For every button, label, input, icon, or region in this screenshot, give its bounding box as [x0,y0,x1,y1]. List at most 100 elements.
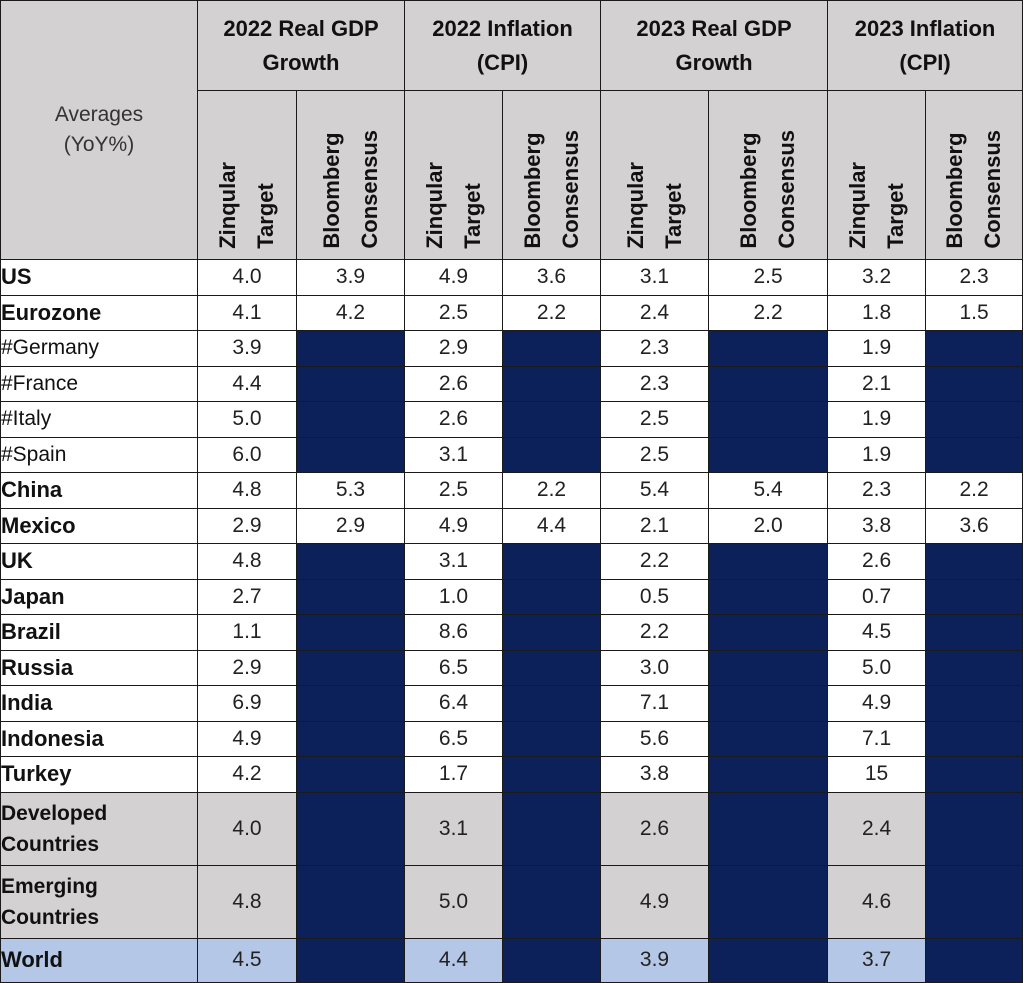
table-row: Developed Countries 4.0 3.1 2.6 2.4 [0,791,1024,866]
value-cell: 1.8 [827,294,927,331]
value-cell: 4.9 [600,864,710,939]
row-label: China [0,472,198,509]
row-label: Russia [0,649,198,686]
value-cell: 5.4 [600,472,710,509]
empty-cell [502,864,602,939]
row-label: UK [0,543,198,580]
row-label: #Spain [0,436,198,473]
corner-label: Averages (YoY%) [54,103,144,156]
value-cell: 1.7 [404,756,504,793]
value-cell: 4.4 [502,507,602,544]
empty-cell [295,543,406,580]
empty-cell [925,578,1024,615]
empty-cell [295,791,406,866]
empty-cell [708,864,829,939]
row-label: Mexico [0,507,198,544]
group-header-2023-cpi: 2023 Inflation (CPI) [827,0,1024,91]
value-cell: 3.1 [404,543,504,580]
sub-header-consensus: Bloomberg Consensus [708,90,829,260]
empty-cell [925,330,1024,367]
value-cell: 2.4 [827,791,927,866]
value-cell: 8.6 [404,614,504,651]
value-cell: 7.1 [600,685,710,722]
value-cell: 2.9 [404,330,504,367]
group-header-2022-cpi: 2022 Inflation (CPI) [404,0,602,91]
row-label: Developed Countries [0,791,198,866]
empty-cell [502,720,602,757]
value-cell: 15 [827,756,927,793]
value-cell: 5.4 [708,472,829,509]
value-cell: 2.6 [404,365,504,402]
empty-cell [502,937,602,983]
value-cell: 2.6 [827,543,927,580]
value-cell: 4.9 [404,259,504,296]
row-label: Brazil [0,614,198,651]
empty-cell [295,330,406,367]
empty-cell [925,401,1024,438]
value-cell: 4.4 [197,365,297,402]
value-cell: 2.2 [502,472,602,509]
value-cell: 2.5 [404,294,504,331]
value-cell: 2.3 [827,472,927,509]
sub-header-consensus: Bloomberg Consensus [925,90,1024,260]
value-cell: 4.0 [197,791,297,866]
empty-cell [708,578,829,615]
row-label: World [0,937,198,983]
empty-cell [295,720,406,757]
empty-cell [708,543,829,580]
value-cell: 5.6 [600,720,710,757]
empty-cell [502,365,602,402]
value-cell: 3.9 [295,259,406,296]
table-row: #Germany 3.9 2.9 2.3 1.9 [0,330,1024,367]
header-row-groups: Averages (YoY%) 2022 Real GDP Growth 202… [0,0,1024,260]
value-cell: 4.8 [197,543,297,580]
value-cell: 3.1 [600,259,710,296]
value-cell: 2.4 [600,294,710,331]
empty-cell [502,649,602,686]
value-cell: 2.0 [708,507,829,544]
table-row: Japan 2.7 1.0 0.5 0.7 [0,578,1024,615]
table-row: Mexico 2.9 2.9 4.9 4.4 2.1 2.0 3.8 3.6 [0,507,1024,544]
value-cell: 2.9 [295,507,406,544]
empty-cell [925,720,1024,757]
value-cell: 3.7 [827,937,927,983]
empty-cell [708,649,829,686]
value-cell: 2.5 [600,436,710,473]
value-cell: 4.8 [197,864,297,939]
empty-cell [925,649,1024,686]
row-label: #Italy [0,401,198,438]
empty-cell [502,543,602,580]
table-body: US 4.0 3.9 4.9 3.6 3.1 2.5 3.2 2.3 Eurozone 4.1 4.2… [0,259,1024,983]
table-row: Brazil 1.1 8.6 2.2 4.5 [0,614,1024,651]
group-header-2022-gdp: 2022 Real GDP Growth [196,0,406,91]
value-cell: 2.7 [197,578,297,615]
empty-cell [708,720,829,757]
value-cell: 6.0 [197,436,297,473]
empty-cell [502,791,602,866]
row-label: India [0,685,198,722]
value-cell: 6.5 [404,649,504,686]
value-cell: 1.1 [197,614,297,651]
header-row-subs: Zinqular Target Bloomberg Consensus Zinq… [1,90,1024,260]
value-cell: 6.4 [404,685,504,722]
empty-cell [295,365,406,402]
empty-cell [295,401,406,438]
value-cell: 0.7 [827,578,927,615]
table-row: #Italy 5.0 2.6 2.5 1.9 [0,401,1024,438]
empty-cell [502,436,602,473]
empty-cell [295,436,406,473]
value-cell: 4.2 [295,294,406,331]
empty-cell [925,864,1024,939]
value-cell: 4.9 [404,507,504,544]
row-label: Indonesia [0,720,198,757]
value-cell: 7.1 [827,720,927,757]
empty-cell [708,791,829,866]
sub-header-target: Zinqular Target [197,90,297,260]
value-cell: 4.2 [197,756,297,793]
empty-cell [295,649,406,686]
empty-cell [502,614,602,651]
value-cell: 2.3 [925,259,1024,296]
value-cell: 2.2 [708,294,829,331]
row-label: Eurozone [0,294,198,331]
value-cell: 2.5 [600,401,710,438]
